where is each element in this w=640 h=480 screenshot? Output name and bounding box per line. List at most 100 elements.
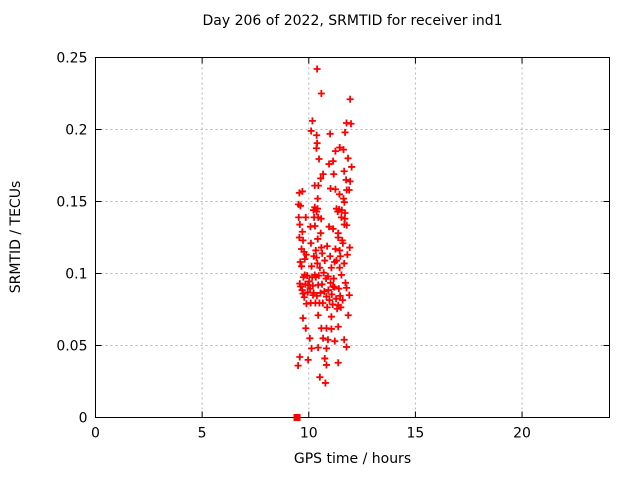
data-point-plus	[337, 303, 345, 311]
data-point-plus	[316, 373, 324, 381]
data-point-plus	[322, 361, 330, 369]
data-point-plus	[347, 120, 355, 128]
data-point-plus	[333, 305, 341, 313]
data-point-plus	[336, 264, 344, 272]
data-point-plus	[322, 293, 330, 301]
data-point-plus	[330, 170, 338, 178]
data-point-plus	[334, 208, 342, 216]
data-point-plus	[318, 249, 326, 257]
x-tick-label: 10	[300, 426, 318, 442]
data-point-plus	[330, 283, 338, 291]
plot-border	[95, 57, 610, 418]
y-tick-label: 0.2	[65, 123, 87, 139]
data-point-plus	[299, 314, 307, 322]
data-point-plus	[323, 242, 331, 250]
y-tick-label: 0.25	[56, 51, 87, 67]
data-point-plus	[331, 147, 339, 155]
data-point-plus	[337, 271, 345, 279]
data-point-plus	[341, 128, 349, 136]
data-point-plus	[313, 65, 321, 73]
data-point-plus	[304, 288, 312, 296]
data-point-plus	[336, 252, 344, 260]
data-point-plus	[314, 195, 322, 203]
data-point-plus	[314, 344, 322, 352]
data-point-plus	[334, 234, 342, 241]
data-point-plus	[295, 213, 303, 221]
data-point-plus	[320, 269, 328, 277]
data-point-plus	[329, 157, 337, 165]
data-point-plus	[308, 262, 316, 270]
data-point-plus	[324, 336, 332, 344]
y-tick-label: 0.1	[65, 267, 87, 283]
data-point-plus	[294, 362, 302, 370]
data-point-plus	[300, 293, 308, 301]
data-point-plus	[306, 285, 314, 293]
data-point-plus	[330, 275, 338, 283]
data-point-square	[293, 414, 301, 421]
data-point-plus	[321, 354, 329, 362]
data-point-plus	[336, 292, 344, 300]
data-point-plus	[344, 311, 352, 319]
data-point-plus	[319, 334, 327, 342]
data-point-plus	[296, 221, 304, 229]
data-point-plus	[317, 215, 325, 223]
data-point-plus	[331, 337, 339, 345]
data-point-plus	[327, 313, 335, 321]
x-tick-label: 5	[198, 426, 207, 442]
data-point-plus	[340, 146, 348, 154]
data-point-plus	[308, 117, 316, 125]
data-point-plus	[322, 275, 330, 283]
data-point-plus	[327, 264, 335, 272]
data-point-plus	[304, 356, 312, 364]
data-point-plus	[313, 131, 321, 139]
x-tick-label: 15	[407, 426, 425, 442]
data-point-plus	[298, 262, 306, 270]
data-point-plus	[346, 244, 354, 252]
data-point-plus	[314, 182, 322, 190]
data-point-plus	[316, 264, 324, 272]
data-point-plus	[327, 325, 335, 333]
data-point-plus	[299, 290, 307, 298]
data-point-plus	[302, 251, 310, 259]
data-point-plus	[302, 324, 310, 332]
data-point-plus	[306, 223, 314, 231]
data-point-plus	[341, 279, 349, 287]
data-point-plus	[299, 236, 307, 244]
data-point-plus	[322, 344, 330, 352]
data-point-plus	[314, 235, 322, 243]
data-point-plus	[317, 174, 325, 182]
x-tick-label: 20	[513, 426, 531, 442]
data-point-plus	[295, 189, 303, 197]
data-point-plus	[331, 245, 339, 253]
data-point-plus	[323, 303, 331, 311]
data-point-plus	[312, 144, 320, 152]
data-point-plus	[335, 285, 343, 293]
data-point-plus	[331, 258, 339, 266]
data-point-plus	[301, 255, 309, 263]
data-point-plus	[339, 296, 347, 304]
data-point-plus	[296, 202, 304, 210]
data-point-plus	[306, 334, 314, 342]
data-point-plus	[336, 144, 344, 151]
data-point-plus	[334, 359, 342, 367]
data-point-plus	[324, 286, 332, 294]
data-point-plus	[313, 259, 321, 267]
data-point-plus	[339, 239, 347, 247]
data-point-plus	[321, 257, 329, 265]
data-point-plus	[308, 344, 316, 352]
y-tick-label: 0	[79, 411, 88, 427]
data-point-plus	[317, 289, 325, 297]
data-point-plus	[298, 228, 306, 236]
data-point-plus	[334, 323, 342, 331]
data-point-plus	[343, 221, 351, 229]
data-point-plus	[325, 296, 333, 304]
data-point-plus	[325, 223, 333, 231]
data-point-plus	[340, 198, 348, 206]
data-point-plus	[302, 213, 310, 221]
chart-title: Day 206 of 2022, SRMTID for receiver ind…	[202, 13, 503, 29]
data-point-plus	[312, 246, 320, 254]
data-point-plus	[320, 288, 328, 295]
data-point-plus	[319, 299, 327, 307]
